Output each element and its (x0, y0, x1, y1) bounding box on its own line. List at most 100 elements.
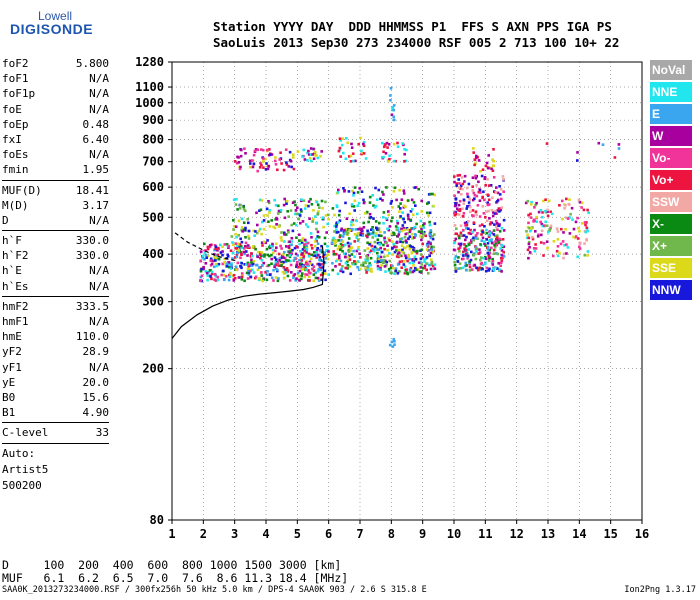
echo-point (383, 265, 387, 268)
echo-point (343, 228, 346, 232)
echo-point (342, 231, 346, 234)
echo-point (372, 217, 375, 220)
echo-point (480, 174, 484, 178)
echo-point (472, 147, 475, 150)
echo-point (268, 148, 271, 151)
echo-point (527, 256, 530, 260)
echo-point (309, 232, 313, 235)
echo-point (468, 198, 471, 201)
echo-point (578, 245, 581, 249)
echo-point (369, 256, 373, 260)
echo-point (396, 226, 400, 230)
echo-point (336, 272, 340, 276)
echo-point (492, 252, 496, 255)
logo-line-1: Lowell (38, 9, 73, 23)
echo-point (389, 99, 392, 102)
echo-point (317, 279, 321, 282)
echo-point (319, 249, 322, 252)
echo-point (429, 230, 433, 234)
echo-point (312, 265, 316, 268)
echo-point (296, 150, 300, 153)
echo-point (290, 165, 293, 169)
echo-point (392, 159, 396, 163)
echo-point (225, 262, 229, 266)
echo-point (453, 180, 456, 184)
echo-point (336, 247, 340, 251)
echo-point (289, 209, 293, 212)
echo-point (316, 262, 319, 266)
echo-point (324, 214, 328, 217)
echo-point (333, 213, 336, 217)
echo-point (386, 248, 389, 252)
echo-point (299, 249, 302, 253)
echo-point (292, 156, 295, 159)
echo-point (492, 211, 495, 214)
echo-point (537, 233, 540, 237)
echo-point (319, 268, 323, 272)
echo-point (526, 248, 530, 252)
echo-point (260, 148, 263, 151)
echo-point (486, 203, 490, 207)
echo-point (498, 268, 501, 271)
echo-point (403, 271, 407, 275)
echo-point (454, 267, 457, 270)
echo-point (287, 231, 290, 234)
echo-point (214, 259, 217, 262)
echo-point (283, 256, 287, 260)
echo-point (368, 262, 371, 265)
echo-point (401, 248, 404, 252)
echo-point (396, 145, 400, 148)
echo-point (457, 186, 461, 189)
echo-point (340, 229, 343, 232)
echo-point (303, 252, 306, 256)
echo-point (453, 213, 457, 217)
echo-point (232, 228, 235, 231)
echo-point (414, 186, 418, 189)
echo-point (324, 272, 327, 275)
echo-point (376, 267, 380, 271)
echo-point (527, 236, 531, 240)
echo-point (199, 279, 203, 282)
echo-point (239, 251, 243, 254)
echo-point (526, 199, 530, 203)
echo-point (570, 206, 574, 210)
echo-point (413, 255, 417, 259)
echo-point (298, 214, 302, 217)
echo-point (566, 217, 570, 220)
echo-point (310, 236, 313, 239)
echo-point (256, 250, 260, 254)
echo-point (234, 242, 238, 245)
echo-point (239, 203, 242, 207)
echo-point (474, 257, 478, 261)
echo-point (304, 243, 307, 246)
echo-point (248, 159, 252, 163)
y-tick-label: 1100 (135, 80, 164, 94)
echo-point (496, 191, 500, 195)
echo-point (261, 241, 264, 244)
echo-point (413, 236, 416, 239)
echo-point (335, 205, 339, 209)
echo-point (478, 266, 482, 270)
echo-point (345, 230, 348, 233)
echo-point (491, 196, 494, 200)
echo-point (483, 225, 486, 228)
param-value: 5.800 (75, 57, 109, 70)
echo-point (253, 234, 256, 237)
echo-point (395, 245, 398, 249)
echo-point (232, 219, 235, 222)
echo-point (397, 205, 401, 208)
echo-point (339, 259, 343, 263)
echo-point (259, 256, 262, 260)
echo-point (368, 232, 371, 236)
echo-point (395, 198, 398, 202)
echo-point (544, 198, 547, 201)
echo-point (471, 230, 474, 234)
echo-point (205, 256, 208, 259)
echo-point (486, 242, 490, 245)
echo-point (392, 190, 396, 193)
echo-point (393, 340, 396, 343)
echo-point (496, 228, 499, 232)
echo-point (500, 257, 503, 260)
echo-point (337, 245, 341, 248)
echo-point (390, 340, 394, 344)
